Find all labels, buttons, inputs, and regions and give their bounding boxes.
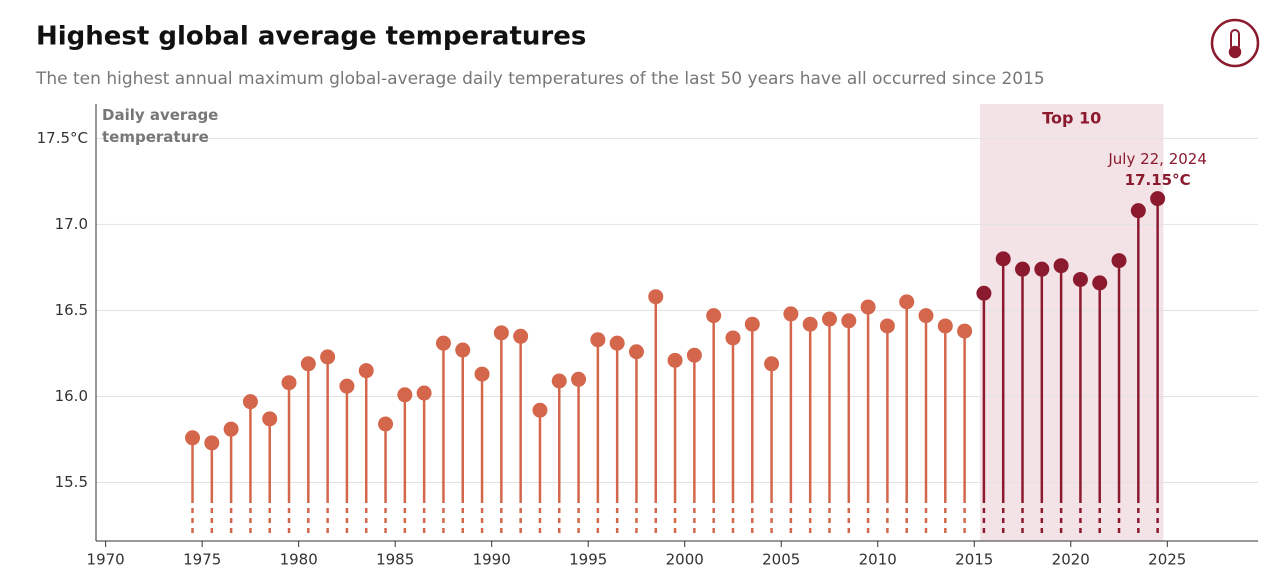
dot [455, 342, 471, 358]
dot [571, 371, 587, 387]
chart-subtitle: The ten highest annual maximum global-av… [35, 69, 1045, 89]
dot [551, 373, 567, 389]
highlight-label: Top 10 [1042, 109, 1101, 128]
dot [841, 313, 857, 329]
dot [821, 311, 837, 327]
dot [1034, 261, 1050, 277]
dot [474, 366, 490, 382]
x-tick-label: 2015 [955, 551, 993, 569]
dot [1092, 275, 1108, 291]
highlight-band [980, 104, 1164, 541]
dot [725, 330, 741, 346]
x-tick-label: 1980 [280, 551, 318, 569]
x-tick-label: 2000 [666, 551, 704, 569]
x-tick-label: 1970 [87, 551, 125, 569]
x-tick-label: 2020 [1052, 551, 1090, 569]
dot [899, 294, 915, 310]
dot [879, 318, 895, 334]
dot [957, 323, 973, 339]
dot [648, 289, 664, 305]
dot [358, 363, 374, 379]
dot [744, 316, 760, 332]
dot [995, 251, 1011, 267]
dot [686, 347, 702, 363]
dot [300, 356, 316, 372]
chart-title: Highest global average temperatures [36, 22, 586, 52]
y-tick-label: 15.5 [55, 473, 88, 491]
dot [513, 328, 529, 344]
dot [320, 349, 336, 365]
dot [185, 430, 201, 446]
y-tick-label: 16.5 [55, 301, 88, 319]
dot [802, 316, 818, 332]
dot [378, 416, 394, 432]
y-axis-label: Daily average temperature [102, 106, 219, 146]
dot [397, 387, 413, 403]
y-tick-label: 17.5°C [37, 129, 88, 147]
dot [281, 375, 297, 391]
x-tick-label: 1975 [183, 551, 221, 569]
x-tick-label: 2025 [1148, 551, 1186, 569]
x-tick-label: 1985 [376, 551, 414, 569]
dot [918, 308, 934, 324]
x-tick-label: 1995 [569, 551, 607, 569]
annotation: July 22, 2024 [1107, 150, 1207, 168]
x-tick-label: 1990 [473, 551, 511, 569]
dot [860, 299, 876, 315]
dot [667, 352, 683, 368]
logo [1210, 18, 1260, 68]
dot [628, 344, 644, 360]
dot [339, 378, 355, 394]
dot [1053, 258, 1069, 274]
y-tick-label: 17.0 [55, 215, 88, 233]
dot [783, 306, 799, 322]
dot [764, 356, 780, 372]
dot [1072, 271, 1088, 287]
dot [532, 402, 548, 418]
dot [242, 394, 258, 410]
y-tick-label: 16.0 [55, 387, 88, 405]
value-label: 17.15°C [1125, 171, 1191, 189]
dot [590, 332, 606, 348]
x-tick-label: 2010 [859, 551, 897, 569]
dot [937, 318, 953, 334]
dot [976, 285, 992, 301]
dot [1111, 253, 1127, 269]
dot [435, 335, 451, 351]
dot [706, 308, 722, 324]
dot [204, 435, 220, 451]
x-tick-label: 2005 [762, 551, 800, 569]
dot [1150, 191, 1166, 207]
dot [223, 421, 239, 437]
dot [609, 335, 625, 351]
dot [493, 325, 509, 341]
dot [416, 385, 432, 401]
dot [262, 411, 278, 427]
dot [1130, 203, 1146, 219]
dot [1015, 261, 1031, 277]
